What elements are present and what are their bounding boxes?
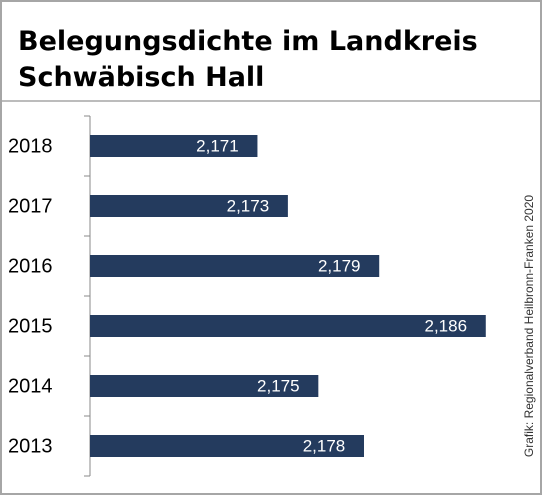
bar: [90, 375, 319, 397]
value-label: 2,178: [303, 436, 346, 455]
bar: [90, 255, 380, 277]
value-label: 2,186: [425, 316, 468, 335]
value-label: 2,179: [318, 256, 361, 275]
chart-title: Belegungsdichte im Landkreis Schwäbisch …: [18, 26, 487, 93]
y-tick-label: 2015: [8, 315, 53, 337]
y-tick-label: 2014: [8, 375, 53, 397]
y-tick-label: 2016: [8, 255, 53, 277]
source: Grafik: Regionalverband Heilbronn-Franke…: [522, 195, 536, 457]
value-label: 2,175: [257, 376, 300, 395]
value-label: 2,173: [227, 196, 270, 215]
bar: [90, 315, 486, 337]
y-tick-label: 2017: [8, 195, 53, 217]
chart-title-line: Belegungsdichte im Landkreis: [18, 26, 478, 57]
y-tick-label: 2013: [8, 435, 53, 457]
bar: [90, 135, 258, 157]
value-label: 2,171: [196, 136, 239, 155]
bar: [90, 435, 364, 457]
y-tick-label: 2018: [8, 135, 53, 157]
bar: [90, 195, 288, 217]
chart-title-line: Schwäbisch Hall: [18, 62, 264, 93]
